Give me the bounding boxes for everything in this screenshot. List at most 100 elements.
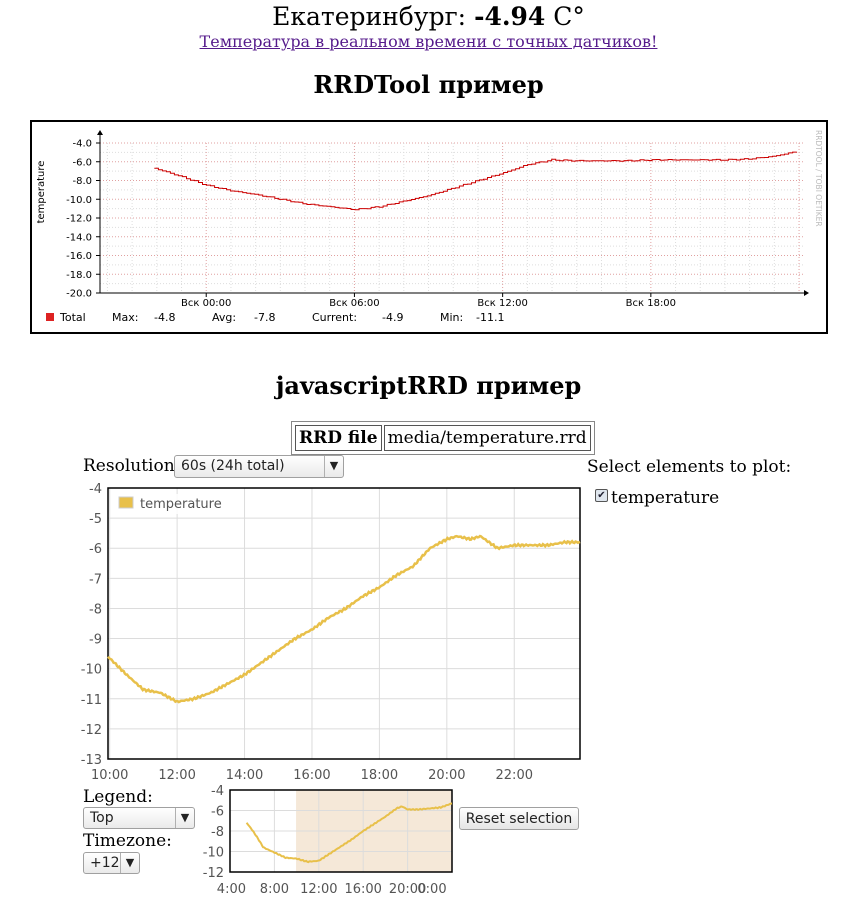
rrd-legend-name: Total [59,311,86,324]
reset-selection-button[interactable]: Reset selection [459,807,579,830]
resolution-label: Resolution: [83,456,181,476]
overview-x-tick-label: 16:00 [344,882,381,897]
resolution-select-value: 60s (24h total) [181,458,285,474]
overview-x-ticks: 4:00 8:00 12:00 16:00 20:000:00 [217,882,447,897]
main-legend-swatch [118,496,134,509]
javascriptrrd-section-title: javascriptRRD пример [275,371,582,400]
rrd-y-tick-label: -6.0 [72,157,92,168]
rrd-grid [100,142,804,294]
rrdtool-graph: -4.0 -6.0 -8.0 -10.0 -12.0 -14.0 -16.0 -18.0 -20… [30,120,828,334]
main-y-tick-label: -7 [89,572,102,587]
resolution-select[interactable]: 60s (24h total) ▼ [174,455,344,478]
main-x-tick-label: 20:00 [428,768,465,783]
main-y-ticks: -4 -5 -6 -7 -8 -9 -10 -11 -12 -13 [81,482,102,768]
overview-y-tick-label: -4 [211,784,224,799]
overview-y-tick-label: -10 [203,846,224,861]
main-y-tick-label: -13 [81,753,102,768]
main-x-tick-label: 14:00 [226,768,263,783]
temperature-checkbox-label: temperature [611,488,720,508]
timezone-label: Timezone: [83,831,172,851]
javascriptrrd-overview-chart[interactable]: -4 -6 -8 -10 -12 4:00 8:00 12:00 16:00 20:000:00 [200,784,458,900]
overview-x-tick-label: 0:00 [417,882,446,897]
rrdtool-section-title: RRDTool пример [313,70,544,99]
rrd-x-tick-label: Вск 12:00 [477,298,527,309]
chevron-down-icon: ▼ [120,853,139,873]
rrd-y-tick-label: -14.0 [66,232,92,243]
main-x-tick-label: 10:00 [91,768,128,783]
rrd-watermark: RRDTOOL / TOBI OETIKER [814,130,823,227]
realtime-link-wrapper: Температура в реальном времени с точных … [0,32,845,51]
overview-x-tick-label: 20:00 [389,882,426,897]
main-y-tick-label: -8 [89,602,102,617]
legend-label: Legend: [83,787,153,807]
chevron-down-icon: ▼ [175,808,194,828]
rrd-y-tick-label: -20.0 [66,289,92,300]
main-y-tick-label: -5 [89,512,102,527]
rrd-file-value: media/temperature.rrd [383,425,591,451]
chevron-down-icon: ▼ [324,456,343,477]
rrd-y-ticks: -4.0 -6.0 -8.0 -10.0 -12.0 -14.0 -16.0 -18.0 -20… [66,139,100,300]
overview-y-ticks: -4 -6 -8 -10 -12 [203,784,224,881]
rrd-legend-color-box [46,313,54,321]
main-y-tick-label: -4 [89,482,102,497]
overview-plot-border [229,789,453,873]
main-y-tick-label: -10 [81,663,102,678]
main-x-tick-label: 22:00 [496,768,533,783]
city-label: Екатеринбург: [272,2,467,31]
rrd-x-tick-label: Вск 06:00 [329,298,379,309]
temperature-checkbox[interactable]: ✔ [595,489,608,502]
legend-select[interactable]: Top ▼ [83,807,195,829]
rrd-x-ticks: Вск 00:00 Вск 06:00 Вск 12:00 Вск 18:00 [181,293,676,309]
timezone-select[interactable]: +12 ▼ [83,852,140,874]
main-legend-label: temperature [140,497,222,512]
legend-select-value: Top [90,810,114,826]
main-legend: temperature [116,494,226,514]
rrd-legend-current-value: -4.9 [382,311,403,324]
rrd-legend-max-value: -4.8 [154,311,175,324]
rrd-y-tick-label: -12.0 [66,214,92,225]
main-series-line [107,534,581,704]
rrd-legend-current-label: Current: [312,311,357,324]
overview-x-tick-label: 8:00 [260,882,289,897]
current-temperature-heading: Екатеринбург: -4.94 C° [0,2,845,31]
rrd-legend-avg-label: Avg: [212,311,236,324]
rrd-legend-avg-value: -7.8 [254,311,275,324]
overview-x-tick-label: 12:00 [300,882,337,897]
rrd-x-tick-label: Вск 18:00 [626,298,676,309]
rrd-x-arrow [804,290,809,296]
realtime-sensors-link[interactable]: Температура в реальном времени с точных … [199,32,658,51]
main-x-tick-label: 12:00 [158,768,195,783]
rrd-y-label: temperature [36,161,47,224]
rrd-y-tick-label: -18.0 [66,270,92,281]
temperature-value: -4.94 [474,2,546,31]
main-legend-bg [116,494,226,514]
rrd-legend-min-label: Min: [440,311,463,324]
overview-y-tick-label: -6 [211,805,224,820]
main-y-tick-label: -11 [81,693,102,708]
main-y-tick-label: -6 [89,542,102,557]
timezone-select-value: +12 [90,855,120,871]
main-x-tick-label: 16:00 [293,768,330,783]
rrd-x-tick-label: Вск 00:00 [181,298,231,309]
rrd-y-tick-label: -4.0 [72,139,92,150]
main-y-tick-label: -12 [81,723,102,738]
temperature-unit: C° [553,2,585,31]
main-grid [108,487,580,760]
main-x-tick-label: 18:00 [361,768,398,783]
rrd-y-tick-label: -10.0 [66,195,92,206]
rrd-file-table: RRD file media/temperature.rrd [291,421,595,455]
select-elements-label: Select elements to plot: [587,457,792,477]
rrd-series-line [154,151,798,211]
rrd-legend: Total Max: -4.8 Avg: -7.8 Current: -4.9 … [59,311,504,324]
overview-y-tick-label: -8 [211,825,224,840]
overview-series-line [245,802,453,864]
rrd-y-tick-label: -16.0 [66,251,92,262]
overview-y-tick-label: -12 [203,866,224,881]
javascriptrrd-main-chart[interactable]: -4 -5 -6 -7 -8 -9 -10 -11 -12 -13 10:00 12:00 14:00… [80,480,585,785]
main-plot-border [107,487,581,760]
rrd-y-arrow [97,130,103,135]
rrd-legend-max-label: Max: [112,311,138,324]
overview-x-tick-label: 4:00 [217,882,246,897]
main-y-tick-label: -9 [89,633,102,648]
rrd-y-tick-label: -8.0 [72,176,92,187]
